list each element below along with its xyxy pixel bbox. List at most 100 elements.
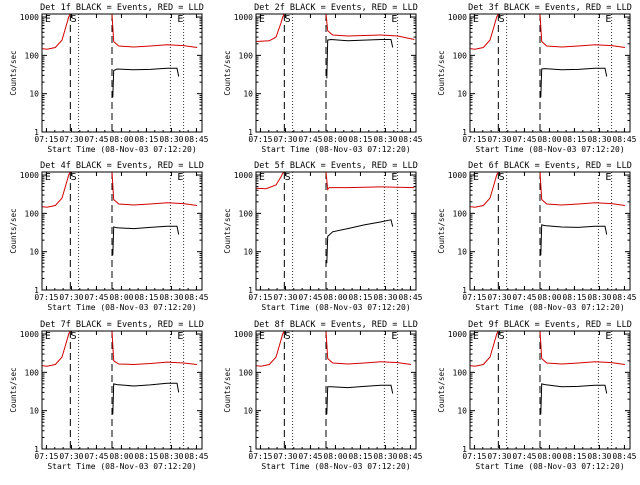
x-tick-label: 08:00 bbox=[109, 293, 133, 302]
x-tick-label: 07:45 bbox=[512, 135, 536, 144]
events-series-line bbox=[326, 38, 394, 79]
plot-frame bbox=[469, 330, 631, 450]
y-tick-label: 10 bbox=[243, 90, 253, 99]
y-tick-label: 1000 bbox=[234, 171, 253, 180]
marker-label: E bbox=[473, 331, 479, 342]
y-tick-label: 1 bbox=[34, 286, 39, 295]
plot-frame bbox=[41, 171, 203, 291]
marker-label: E bbox=[177, 172, 183, 183]
events-series-line bbox=[540, 67, 608, 98]
marker-label: S bbox=[285, 14, 291, 25]
panel-title: Det 6f BLACK = Events, RED = LLD bbox=[468, 161, 632, 171]
x-axis-title: Start Time (08-Nov-03 07:12:20) bbox=[47, 462, 196, 471]
lld-series-line bbox=[41, 330, 198, 367]
x-tick-label: 07:30 bbox=[487, 135, 511, 144]
x-tick-label: 07:15 bbox=[462, 452, 486, 461]
x-tick-label: 08:15 bbox=[348, 135, 372, 144]
x-tick-label: 07:30 bbox=[273, 452, 297, 461]
y-tick-label: 1000 bbox=[20, 171, 39, 180]
x-tick-label: 08:30 bbox=[159, 452, 183, 461]
x-axis-title: Start Time (08-Nov-03 07:12:20) bbox=[475, 303, 624, 312]
x-tick-label: 08:00 bbox=[323, 135, 347, 144]
x-tick-label: 08:00 bbox=[109, 135, 133, 144]
plot-frame bbox=[255, 171, 417, 291]
x-tick-label: 07:15 bbox=[34, 452, 58, 461]
x-tick-label: 08:30 bbox=[373, 293, 397, 302]
y-tick-label: 10 bbox=[29, 407, 39, 416]
marker-label: E bbox=[605, 14, 611, 25]
x-axis-title: Start Time (08-Nov-03 07:12:20) bbox=[261, 462, 410, 471]
y-tick-label: 10 bbox=[29, 248, 39, 257]
x-axis-title: Start Time (08-Nov-03 07:12:20) bbox=[475, 462, 624, 471]
y-tick-label: 1 bbox=[462, 286, 467, 295]
x-tick-label: 08:15 bbox=[134, 135, 158, 144]
y-axis-title: Counts/sec bbox=[9, 50, 18, 95]
x-tick-label: 08:15 bbox=[562, 293, 586, 302]
lld-series-line bbox=[255, 171, 415, 191]
marker-label: E bbox=[473, 172, 479, 183]
lld-series-line bbox=[255, 330, 412, 367]
x-tick-label: 08:15 bbox=[134, 452, 158, 461]
lld-series-line bbox=[469, 330, 626, 367]
x-tick-label: 07:30 bbox=[59, 293, 83, 302]
y-tick-label: 1000 bbox=[20, 13, 39, 22]
y-axis-title: Counts/sec bbox=[9, 367, 18, 412]
x-tick-label: 08:00 bbox=[109, 452, 133, 461]
x-tick-label: 08:30 bbox=[373, 452, 397, 461]
x-tick-label: 08:00 bbox=[323, 293, 347, 302]
y-tick-label: 100 bbox=[25, 209, 40, 218]
plot-frame bbox=[255, 330, 417, 450]
marker-label: E bbox=[259, 331, 265, 342]
x-axis-title: Start Time (08-Nov-03 07:12:20) bbox=[47, 145, 196, 154]
y-tick-label: 100 bbox=[239, 209, 254, 218]
y-tick-label: 100 bbox=[25, 51, 40, 60]
marker-label: E bbox=[177, 331, 183, 342]
marker-label: E bbox=[45, 14, 51, 25]
y-tick-label: 100 bbox=[239, 368, 254, 377]
marker-label: S bbox=[285, 331, 291, 342]
y-axis-title: Counts/sec bbox=[9, 208, 18, 253]
plot-frame bbox=[41, 330, 203, 450]
y-tick-label: 1000 bbox=[448, 330, 467, 339]
x-tick-label: 08:30 bbox=[587, 293, 611, 302]
marker-label: E bbox=[45, 172, 51, 183]
y-tick-label: 100 bbox=[453, 368, 468, 377]
x-tick-label: 08:00 bbox=[537, 135, 561, 144]
y-tick-label: 100 bbox=[239, 51, 254, 60]
marker-label: S bbox=[71, 172, 77, 183]
x-axis-title: Start Time (08-Nov-03 07:12:20) bbox=[47, 303, 196, 312]
y-tick-label: 1 bbox=[248, 445, 253, 454]
y-tick-label: 100 bbox=[453, 209, 468, 218]
x-tick-label: 07:45 bbox=[298, 293, 322, 302]
x-axis-title: Start Time (08-Nov-03 07:12:20) bbox=[261, 145, 410, 154]
x-tick-label: 07:45 bbox=[512, 293, 536, 302]
y-axis-title: Counts/sec bbox=[437, 367, 446, 412]
x-tick-label: 08:15 bbox=[348, 293, 372, 302]
y-tick-label: 10 bbox=[457, 248, 467, 257]
x-tick-label: 08:45 bbox=[184, 135, 208, 144]
marker-label: E bbox=[391, 331, 397, 342]
x-tick-label: 07:15 bbox=[462, 135, 486, 144]
x-tick-label: 08:00 bbox=[537, 293, 561, 302]
y-tick-label: 1 bbox=[34, 445, 39, 454]
y-axis-title: Counts/sec bbox=[223, 50, 232, 95]
x-tick-label: 08:15 bbox=[562, 452, 586, 461]
lld-series-line bbox=[469, 171, 626, 208]
x-tick-label: 08:15 bbox=[562, 135, 586, 144]
marker-label: E bbox=[259, 172, 265, 183]
panel-title: Det 8f BLACK = Events, RED = LLD bbox=[254, 320, 418, 330]
marker-label: S bbox=[499, 172, 505, 183]
y-tick-label: 1000 bbox=[20, 330, 39, 339]
x-tick-label: 07:30 bbox=[487, 452, 511, 461]
x-tick-label: 07:15 bbox=[462, 293, 486, 302]
marker-label: E bbox=[177, 14, 183, 25]
marker-label: E bbox=[605, 331, 611, 342]
x-tick-label: 08:45 bbox=[184, 452, 208, 461]
marker-label: S bbox=[71, 14, 77, 25]
